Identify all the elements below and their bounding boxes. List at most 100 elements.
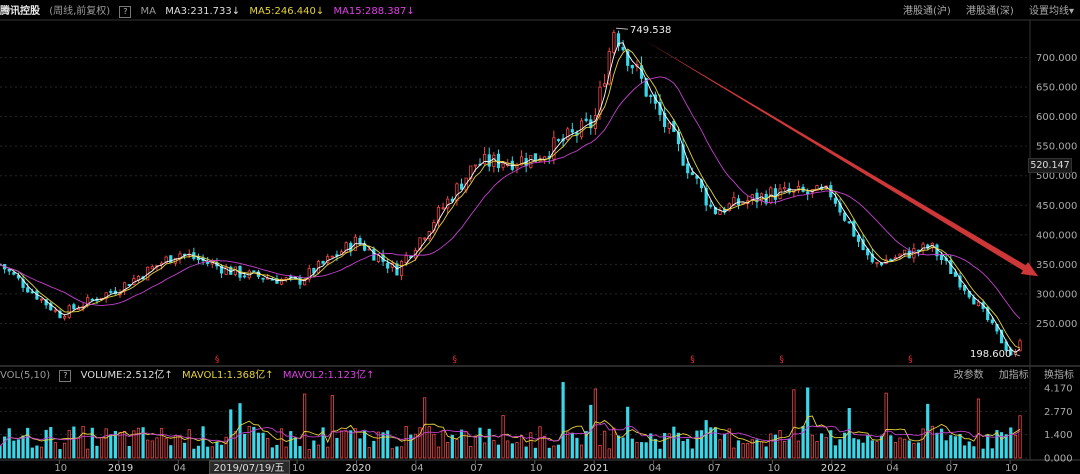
volume-bar [963,445,967,459]
candle-body [169,255,173,263]
mavol2-line [0,422,1021,447]
volume-bar [1004,434,1008,459]
change-params-button[interactable]: 改参数 [953,370,984,381]
x-tick-label: 10 [1005,463,1018,474]
candle-body [358,237,362,245]
volume-bar [141,427,145,459]
candle-body [704,188,708,206]
candle-body [321,260,325,264]
candle-body [773,188,777,200]
candle-body [690,172,694,176]
candle-body [404,255,408,264]
volume-bar [109,434,113,459]
volume-bar [856,439,861,459]
volume-bar [630,438,634,459]
volume-bar [667,433,671,459]
candle-body [958,275,962,288]
volume-bar [113,430,117,459]
price-tick-label: 400.000 [1036,230,1077,241]
setup-ma-dropdown[interactable]: 设置均线▾ [1028,6,1074,17]
x-tick-label: 2019 [108,463,133,474]
volume-bar [704,420,708,459]
volume-bar [436,446,441,459]
link-hk-connect-sh[interactable]: 港股通(沪) [902,6,951,17]
volume-bar [773,434,777,459]
volume-bar [344,431,348,459]
volume-bar [889,435,893,459]
volume-bar [566,431,570,459]
volume-bar [819,433,824,459]
candle-body [718,210,722,215]
volume-bar [810,434,814,459]
volume-tick-label: 1.400 [1044,430,1073,441]
volume-bar [316,444,321,459]
candle-body [663,112,667,128]
volume-bar [386,430,390,459]
volume-header: VOL(5,10) ? VOLUME:2.512亿↑ MAVOL1:1.368亿… [0,367,1080,385]
volume-bar [792,389,796,459]
volume-bar [423,397,427,459]
candle-body [570,129,574,133]
volume-bar [875,441,879,459]
add-indicator-button[interactable]: 加指标 [998,370,1029,381]
volume-bar [1009,427,1013,459]
volume-bar [275,444,279,459]
candle-body [533,153,537,162]
period-mode[interactable]: (周线,前复权) [49,6,111,17]
volume-help-icon[interactable]: ? [59,370,72,382]
volume-bar [686,438,690,459]
candle-body [30,291,34,294]
candle-body [473,164,477,167]
volume-bar [621,437,625,459]
volume-bar [584,431,588,459]
volume-bar [616,435,621,459]
volume-bar [764,446,768,459]
volume-bar [533,447,537,459]
volume-bar [372,440,376,459]
price-header: 腾讯控股 (周线,前复权) ? MA MA3:231.733↓ MA5:246.… [0,3,1080,21]
candle-body [644,78,648,97]
help-icon[interactable]: ? [119,6,132,18]
candle-body [26,287,30,293]
candle-body [621,47,625,51]
volume-bar [353,428,357,459]
volume-bar [30,447,34,459]
volume-bar [26,427,30,459]
volume-bar [95,445,99,459]
candle-body [686,163,690,174]
volume-bar [713,427,717,459]
volume-bar [681,441,685,459]
link-hk-connect-sz[interactable]: 港股通(深) [965,6,1014,17]
volume-bar [603,430,607,459]
candle-body [289,275,293,278]
volume-bar [478,427,482,459]
volume-bar [247,426,251,459]
volume-bar [838,439,842,459]
volume-bar [538,426,542,459]
candle-body [76,308,81,311]
volume-bar [432,433,436,459]
volume-bar [866,435,870,459]
volume-bar [898,437,902,459]
candle-body [852,220,856,237]
volume-bar [183,442,187,459]
volume-value: VOLUME:2.512亿↑ [80,370,173,381]
candle-body [330,255,334,258]
volume-bar [196,445,201,459]
candle-body [399,260,404,276]
volume-bar [690,448,694,459]
candle-body [529,155,533,168]
candle-body [376,255,381,263]
candle-body [501,163,505,168]
volume-bar [824,436,828,459]
candle-body [67,305,71,318]
x-tick-label: 10 [767,463,780,474]
switch-indicator-button[interactable]: 换指标 [1044,370,1074,381]
volume-bar [289,431,293,459]
volume-bar [206,446,210,459]
volume-bar [519,434,524,459]
volume-bar [944,440,948,459]
x-tick-label: 10 [530,463,543,474]
price-tick-label: 700.000 [1036,53,1077,64]
